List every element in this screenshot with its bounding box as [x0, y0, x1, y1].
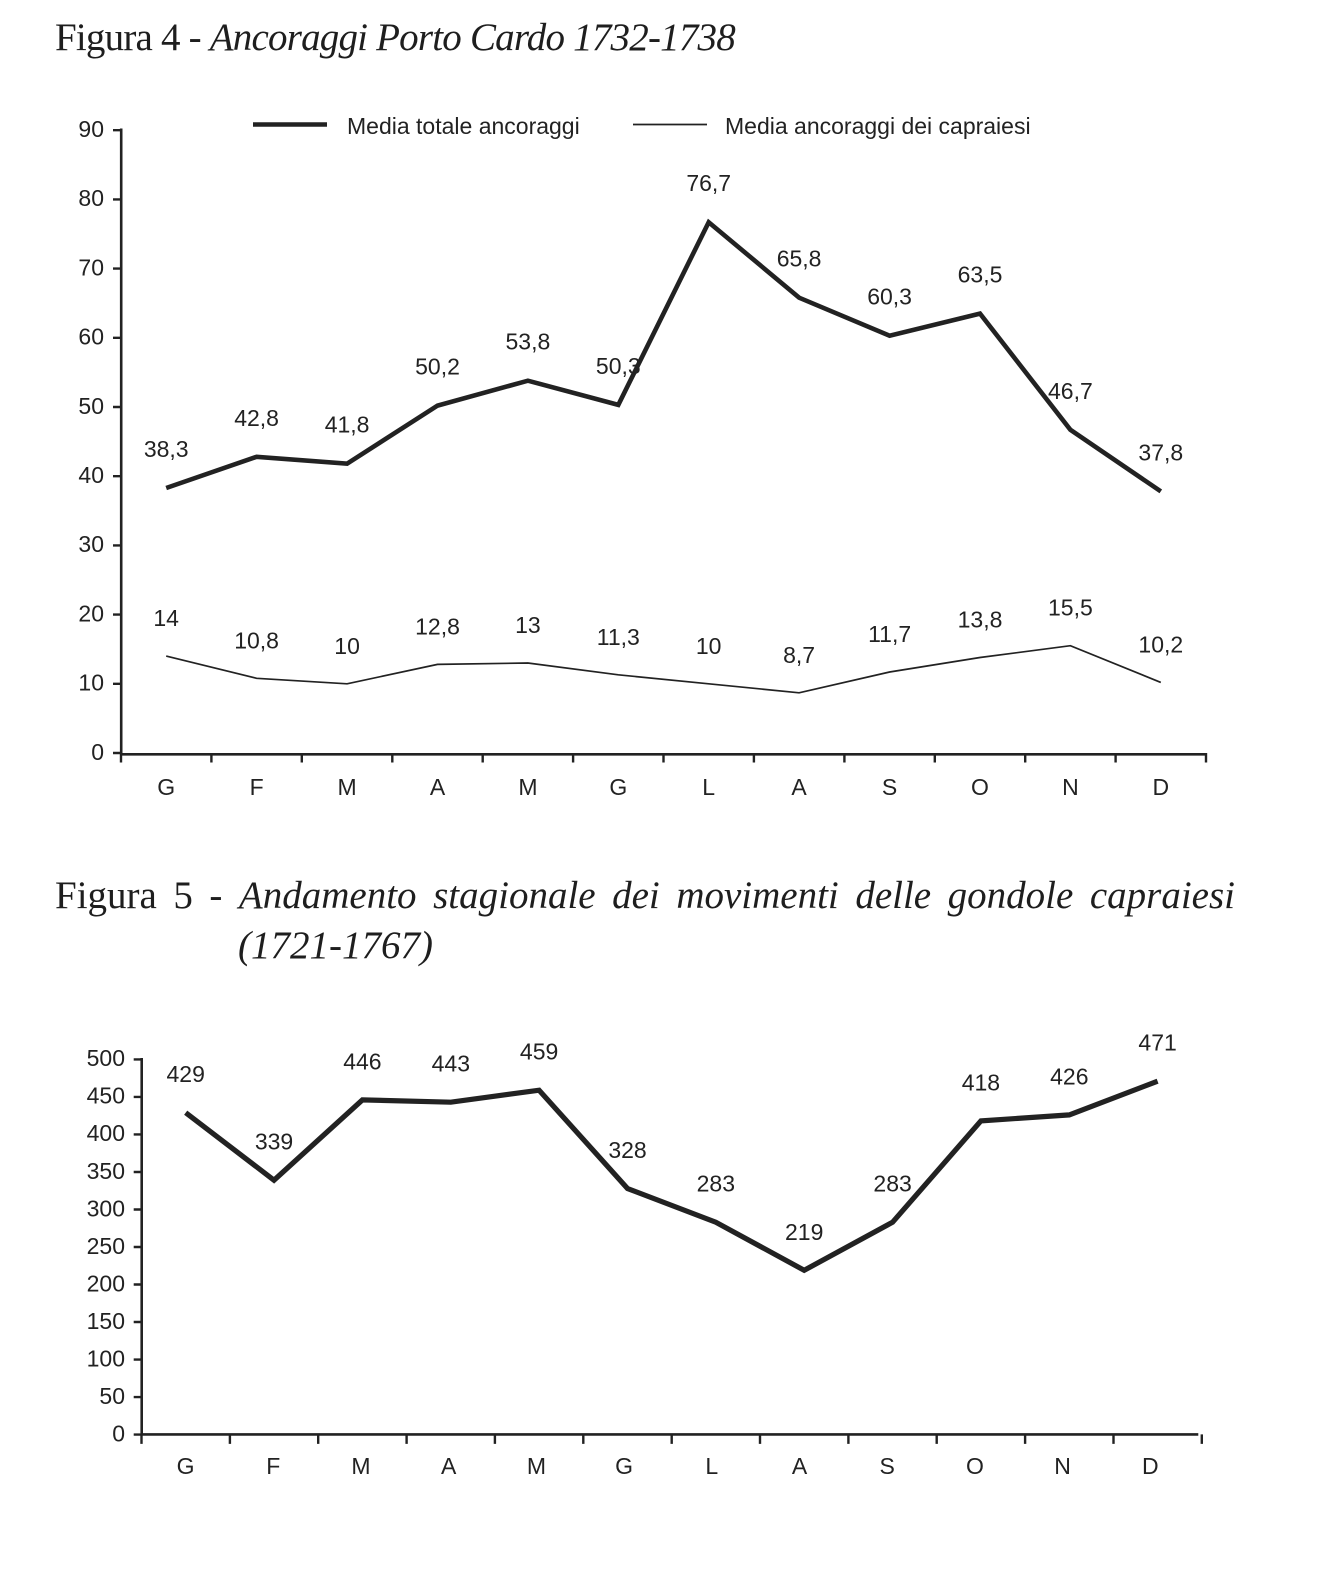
svg-text:0: 0	[91, 739, 104, 765]
svg-text:Media ancoraggi dei capraiesi: Media ancoraggi dei capraiesi	[725, 113, 1031, 139]
svg-text:D: D	[1152, 774, 1169, 800]
svg-text:80: 80	[78, 185, 104, 211]
svg-text:M: M	[527, 1453, 546, 1479]
svg-text:30: 30	[78, 531, 104, 557]
svg-text:41,8: 41,8	[325, 412, 370, 438]
svg-text:418: 418	[962, 1069, 1000, 1095]
svg-text:471: 471	[1138, 1030, 1176, 1056]
svg-text:L: L	[702, 774, 715, 800]
svg-text:O: O	[971, 774, 989, 800]
svg-text:10: 10	[78, 670, 104, 696]
svg-text:429: 429	[167, 1061, 205, 1087]
svg-text:F: F	[266, 1453, 280, 1479]
svg-text:283: 283	[873, 1171, 911, 1197]
svg-text:S: S	[882, 774, 897, 800]
svg-text:459: 459	[520, 1039, 558, 1065]
svg-text:Media totale ancoraggi: Media totale ancoraggi	[347, 113, 580, 139]
svg-text:70: 70	[78, 254, 104, 280]
svg-text:350: 350	[87, 1158, 125, 1184]
svg-text:L: L	[705, 1453, 718, 1479]
svg-text:42,8: 42,8	[234, 405, 279, 431]
svg-text:10,2: 10,2	[1138, 631, 1183, 657]
svg-text:60,3: 60,3	[867, 284, 912, 310]
svg-text:20: 20	[78, 600, 104, 626]
svg-text:90: 90	[78, 116, 104, 142]
svg-text:S: S	[880, 1453, 895, 1479]
svg-text:M: M	[338, 774, 357, 800]
svg-text:A: A	[792, 1453, 808, 1479]
svg-text:0: 0	[112, 1420, 125, 1446]
svg-text:150: 150	[87, 1308, 125, 1334]
svg-text:500: 500	[87, 1045, 125, 1071]
svg-text:100: 100	[87, 1345, 125, 1371]
svg-text:283: 283	[697, 1171, 735, 1197]
svg-text:426: 426	[1050, 1063, 1088, 1089]
svg-text:60: 60	[78, 324, 104, 350]
svg-text:N: N	[1062, 774, 1079, 800]
svg-text:53,8: 53,8	[506, 329, 551, 355]
svg-text:8,7: 8,7	[783, 642, 815, 668]
svg-text:14: 14	[153, 605, 179, 631]
svg-text:G: G	[157, 774, 175, 800]
svg-text:50: 50	[99, 1383, 125, 1409]
svg-text:D: D	[1142, 1453, 1159, 1479]
svg-text:M: M	[518, 774, 537, 800]
svg-text:11,3: 11,3	[597, 624, 640, 650]
svg-text:219: 219	[785, 1219, 823, 1245]
svg-text:63,5: 63,5	[958, 262, 1003, 288]
svg-text:A: A	[430, 774, 446, 800]
svg-text:50,2: 50,2	[415, 354, 460, 380]
svg-text:G: G	[609, 774, 627, 800]
svg-text:A: A	[441, 1453, 457, 1479]
svg-text:10: 10	[696, 633, 722, 659]
svg-text:446: 446	[343, 1048, 381, 1074]
svg-text:G: G	[177, 1453, 195, 1479]
svg-text:N: N	[1054, 1453, 1071, 1479]
svg-text:65,8: 65,8	[777, 246, 822, 272]
svg-text:G: G	[615, 1453, 633, 1479]
svg-text:F: F	[250, 774, 264, 800]
svg-text:46,7: 46,7	[1048, 378, 1093, 404]
svg-text:300: 300	[87, 1195, 125, 1221]
svg-text:O: O	[966, 1453, 984, 1479]
svg-text:339: 339	[255, 1129, 293, 1155]
svg-text:13: 13	[515, 612, 541, 638]
svg-text:76,7: 76,7	[686, 170, 731, 196]
svg-text:50: 50	[78, 393, 104, 419]
svg-text:250: 250	[87, 1233, 125, 1259]
svg-text:200: 200	[87, 1270, 125, 1296]
svg-text:M: M	[351, 1453, 370, 1479]
svg-text:A: A	[791, 774, 807, 800]
svg-text:38,3: 38,3	[144, 436, 189, 462]
svg-text:40: 40	[78, 462, 104, 488]
svg-text:12,8: 12,8	[415, 613, 460, 639]
svg-text:10: 10	[334, 633, 360, 659]
svg-text:10,8: 10,8	[234, 627, 279, 653]
svg-text:13,8: 13,8	[958, 607, 1003, 633]
svg-text:400: 400	[87, 1120, 125, 1146]
svg-text:15,5: 15,5	[1048, 595, 1093, 621]
svg-text:450: 450	[87, 1083, 125, 1109]
svg-text:50,3: 50,3	[596, 353, 641, 379]
svg-text:328: 328	[608, 1137, 646, 1163]
svg-text:37,8: 37,8	[1138, 439, 1183, 465]
svg-text:443: 443	[432, 1051, 470, 1077]
svg-text:11,7: 11,7	[868, 621, 911, 647]
